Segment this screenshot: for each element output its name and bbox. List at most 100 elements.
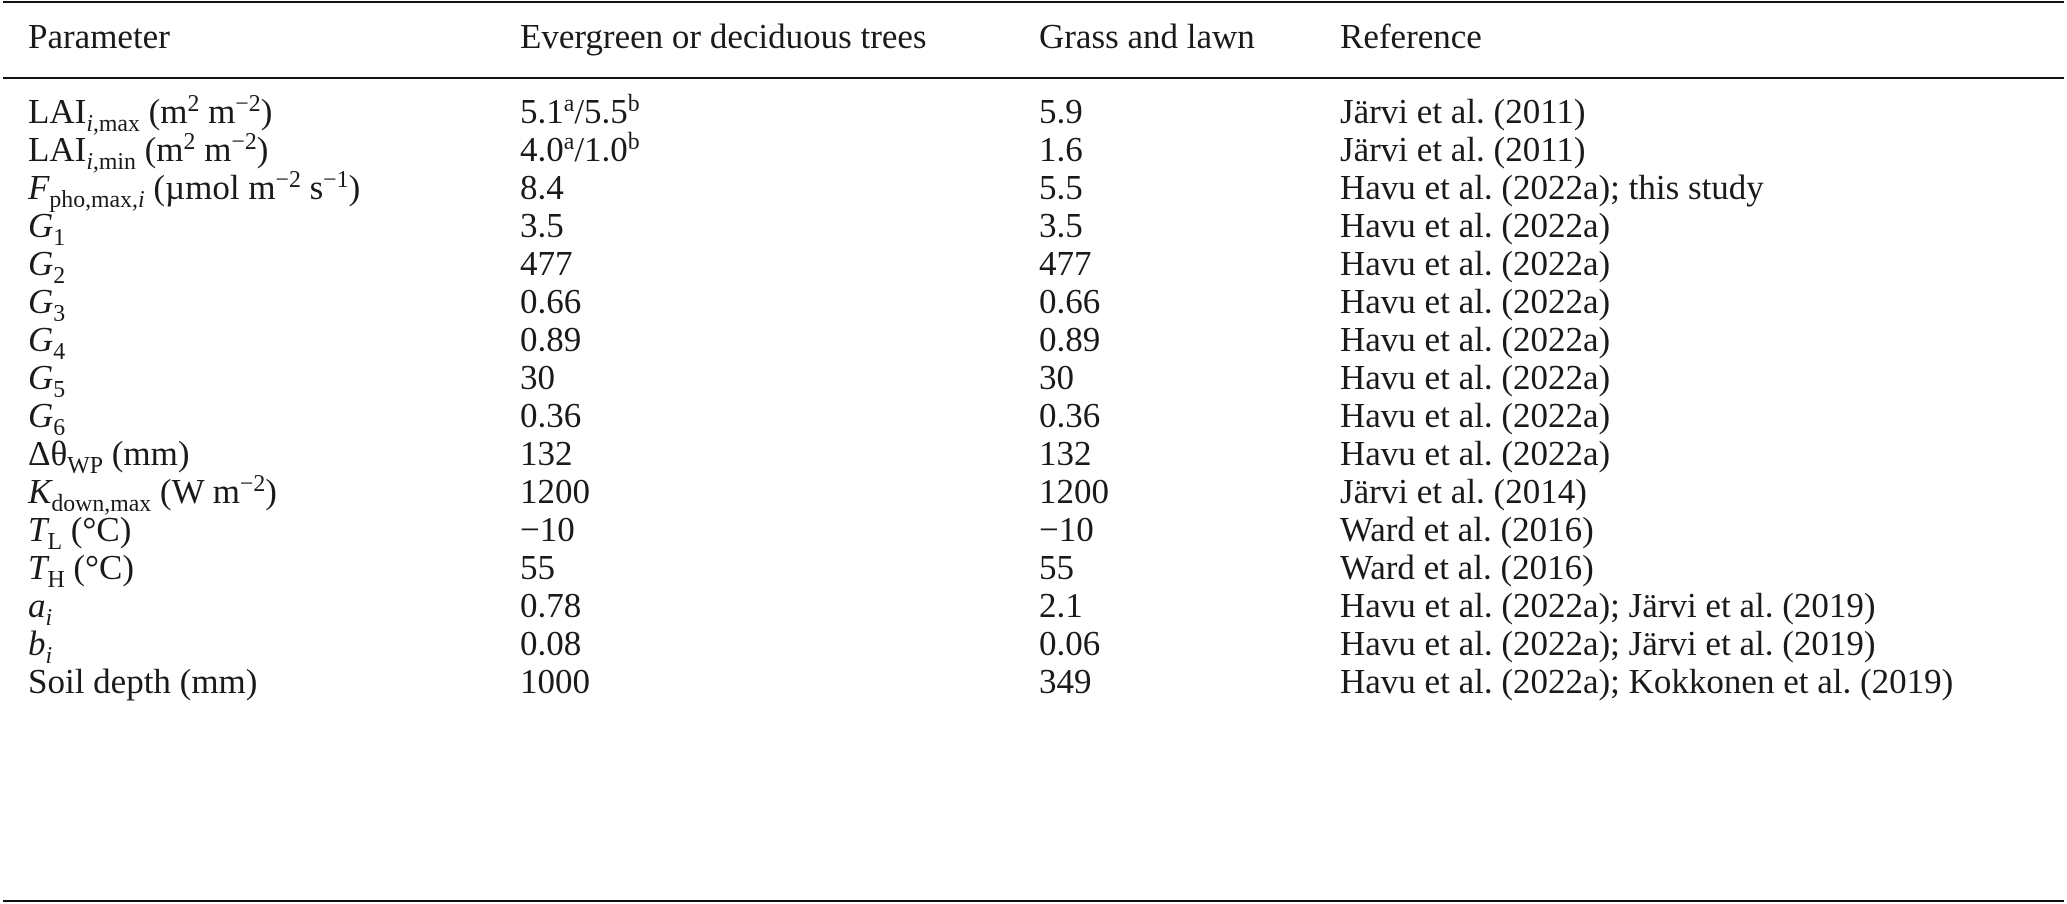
subscript-text: pho,max, — [49, 186, 138, 213]
footnote-marker: b — [627, 91, 640, 118]
parameter-unit: (°C) — [64, 548, 135, 587]
grass-value-cell: 0.66 — [1039, 282, 1101, 321]
parameter-cell: G4 — [28, 315, 65, 365]
parameter-subscript: 4 — [53, 339, 65, 365]
parameter-cell: TH (°C) — [28, 543, 134, 593]
trees-value: 0.89 — [520, 320, 582, 359]
grass-value-cell: 30 — [1039, 358, 1074, 397]
trees-value-cell: 8.4 — [520, 163, 564, 213]
grass-value-cell: 2.1 — [1039, 586, 1083, 625]
trees-value: 1200 — [520, 472, 590, 511]
table-row: G5 30 30 Havu et al. (2022a) — [0, 353, 2067, 403]
unit-exponent: 2 — [187, 91, 200, 118]
parameter-symbol: G — [28, 320, 54, 359]
parameter-symbol: b — [28, 624, 46, 663]
table-row: TL (°C) −10 −10 Ward et al. (2016) — [0, 505, 2067, 555]
header-parameter: Parameter — [28, 17, 170, 56]
parameter-symbol: G — [28, 396, 54, 435]
parameter-cell: ai — [28, 581, 52, 631]
value-separator: / — [574, 92, 585, 131]
table-row: bi 0.08 0.06 Havu et al. (2022a); Järvi et … — [0, 619, 2067, 669]
parameter-symbol: G — [28, 206, 54, 245]
trees-value: 30 — [520, 358, 555, 397]
parameter-unit: m — [195, 130, 232, 169]
subscript-text: 2 — [53, 262, 66, 289]
grass-value-cell: 1.6 — [1039, 130, 1083, 169]
trees-value-cell: 477 — [520, 239, 573, 289]
subscript-text: 1 — [53, 224, 66, 251]
subscript-text: min — [98, 148, 136, 175]
parameter-cell: G3 — [28, 277, 65, 327]
table-row: G4 0.89 0.89 Havu et al. (2022a) — [0, 315, 2067, 365]
parameter-cell: LAIi,min (m2 m−2) — [28, 125, 268, 175]
subscript-text: down,max — [51, 490, 152, 517]
header-reference: Reference — [1340, 17, 1482, 56]
unit-exponent: −2 — [235, 91, 261, 118]
parameter-symbol: T — [28, 548, 48, 587]
trees-value-cell: 1200 — [520, 467, 590, 517]
parameter-subscript: L — [47, 529, 62, 555]
subscript-text: H — [47, 566, 65, 593]
table-bottom-rule — [3, 900, 2064, 902]
table-row: G3 0.66 0.66 Havu et al. (2022a) — [0, 277, 2067, 327]
parameter-cell: ΔθWP (mm) — [28, 429, 190, 479]
trees-value: 5.1 — [520, 92, 564, 131]
reference-cell: Havu et al. (2022a) — [1340, 434, 1611, 473]
subscript-text: 6 — [53, 414, 66, 441]
subscript-text: 4 — [53, 338, 66, 365]
trees-value-cell: 132 — [520, 429, 573, 479]
parameter-cell: G1 — [28, 201, 65, 251]
unit-exponent: 2 — [183, 129, 196, 156]
trees-value: 477 — [520, 244, 573, 283]
parameter-cell: LAIi,max (m2 m−2) — [28, 87, 272, 137]
parameter-unit: m — [199, 92, 236, 131]
trees-value-cell: 30 — [520, 353, 555, 403]
parameter-unit: (µmol m — [144, 168, 276, 207]
parameter-subscript: H — [47, 567, 64, 593]
trees-value: 0.66 — [520, 282, 582, 321]
parameter-subscript: 3 — [53, 301, 65, 327]
table-row: LAIi,min (m2 m−2) 4.0a/1.0b 1.6 Järvi et al… — [0, 125, 2067, 175]
parameter-cell: G2 — [28, 239, 65, 289]
parameter-symbol: G — [28, 282, 54, 321]
parameter-symbol: a — [28, 586, 46, 625]
subscript-index: i, — [86, 148, 99, 175]
value-separator: / — [574, 130, 585, 169]
parameter-unit: ) — [260, 92, 273, 131]
grass-value-cell: 3.5 — [1039, 206, 1083, 245]
grass-value-cell: 0.06 — [1039, 624, 1101, 663]
subscript-text: 5 — [53, 376, 66, 403]
subscript-index: i, — [86, 110, 99, 137]
trees-value-cell: 1000 — [520, 657, 590, 707]
reference-cell: Havu et al. (2022a); Järvi et al. (2019) — [1340, 586, 1876, 625]
header-trees: Evergreen or deciduous trees — [520, 17, 927, 56]
reference-cell: Ward et al. (2016) — [1340, 548, 1594, 587]
subscript-index: i — [45, 642, 53, 669]
footnote-marker: a — [563, 91, 575, 118]
trees-value: −10 — [520, 510, 575, 549]
parameter-unit: (m — [135, 130, 184, 169]
parameter-cell: Soil depth (mm) — [28, 657, 257, 707]
parameter-symbol: Δθ — [28, 434, 68, 473]
parameter-symbol: G — [28, 358, 54, 397]
parameter-unit: ) — [265, 472, 277, 511]
parameter-unit: ) — [256, 130, 269, 169]
parameter-symbol: LAI — [28, 92, 87, 131]
trees-value-cell: 5.1a/5.5b — [520, 87, 640, 137]
reference-cell: Havu et al. (2022a); Kokkonen et al. (20… — [1340, 662, 1954, 701]
parameter-subscript: 2 — [53, 263, 65, 289]
trees-value: 3.5 — [520, 206, 564, 245]
table-row: G6 0.36 0.36 Havu et al. (2022a) — [0, 391, 2067, 441]
grass-value-cell: 132 — [1039, 434, 1092, 473]
reference-cell: Havu et al. (2022a) — [1340, 282, 1611, 321]
grass-value-cell: 0.36 — [1039, 396, 1101, 435]
reference-cell: Ward et al. (2016) — [1340, 510, 1594, 549]
table-row: ΔθWP (mm) 132 132 Havu et al. (2022a) — [0, 429, 2067, 479]
table-row: G2 477 477 Havu et al. (2022a) — [0, 239, 2067, 289]
subscript-text: L — [47, 528, 63, 555]
parameter-cell: Fpho,max,i (µmol m−2 s−1) — [28, 163, 360, 213]
table-header-rule — [3, 77, 2064, 79]
parameter-subscript: WP — [67, 453, 103, 479]
trees-value: 5.5 — [584, 92, 628, 131]
trees-value: 1000 — [520, 662, 590, 701]
